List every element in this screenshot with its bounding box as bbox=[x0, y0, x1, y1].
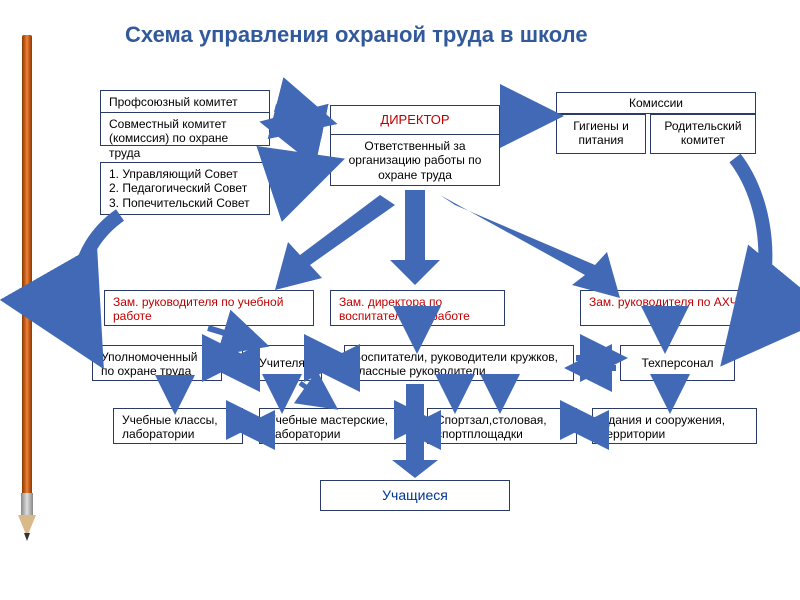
node-tech: Техперсонал bbox=[620, 345, 735, 381]
node-sport: Спортзал,столовая, спортплощадки bbox=[427, 408, 577, 444]
node-students: Учащиеся bbox=[320, 480, 510, 511]
node-parent: Родительский комитет bbox=[650, 114, 756, 154]
node-profkom: Профсоюзный комитет bbox=[100, 90, 270, 114]
node-hygiene: Гигиены и питания bbox=[556, 114, 646, 154]
node-buildings: Здания и сооружения, территории bbox=[592, 408, 757, 444]
node-classes: Учебные классы, лаборатории bbox=[113, 408, 243, 444]
node-workshops: Учебные мастерские, лаборатории bbox=[259, 408, 409, 444]
node-zam-ahch: Зам. руководителя по АХЧ bbox=[580, 290, 750, 326]
node-commissions: Комиссии bbox=[556, 92, 756, 114]
node-councils: 1. Управляющий Совет 2. Педагогический С… bbox=[100, 162, 270, 215]
node-teachers: Учителя bbox=[242, 345, 322, 381]
node-sovkom: Совместный комитет (комиссия) по охране … bbox=[100, 112, 270, 146]
pencil-decoration bbox=[18, 35, 36, 570]
node-zam-uch: Зам. руководителя по учебной работе bbox=[104, 290, 314, 326]
node-director: ДИРЕКТОР bbox=[330, 105, 500, 135]
node-zam-vosp: Зам. директора по воспитательной работе bbox=[330, 290, 505, 326]
node-upolnom: Уполномоченный по охране труда bbox=[92, 345, 222, 381]
node-vospit: Воспитатели, руководители кружков, класс… bbox=[344, 345, 574, 381]
page-title: Схема управления охраной труда в школе bbox=[125, 22, 588, 48]
node-responsible: Ответственный за организацию работы по о… bbox=[330, 134, 500, 186]
